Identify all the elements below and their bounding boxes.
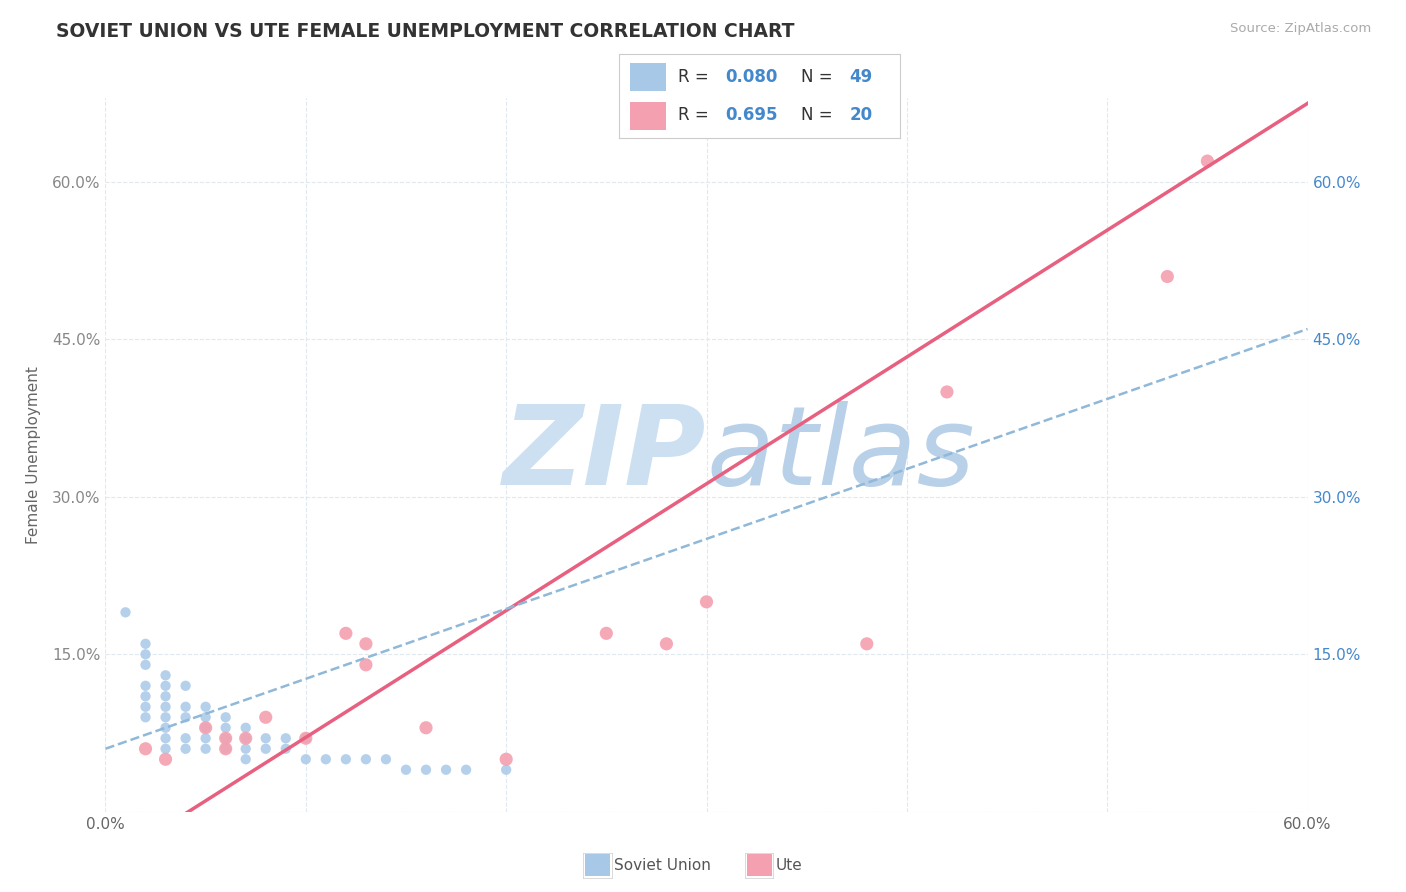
Point — [254, 731, 277, 746]
Text: 0.080: 0.080 — [725, 68, 778, 86]
Point — [696, 595, 718, 609]
Point — [194, 741, 217, 756]
Point — [135, 710, 157, 724]
Point — [135, 690, 157, 704]
Point — [174, 710, 197, 724]
Point — [415, 721, 437, 735]
Point — [135, 648, 157, 662]
Point — [235, 721, 257, 735]
Point — [135, 637, 157, 651]
Point — [214, 731, 236, 746]
Point — [1156, 269, 1178, 284]
Point — [655, 637, 678, 651]
Text: Soviet Union: Soviet Union — [614, 858, 711, 872]
Point — [936, 384, 959, 399]
Point — [155, 721, 177, 735]
Point — [274, 741, 297, 756]
Point — [235, 731, 257, 746]
Point — [155, 699, 177, 714]
Point — [315, 752, 337, 766]
Bar — [630, 102, 666, 130]
Point — [395, 763, 418, 777]
Point — [155, 752, 177, 766]
Point — [254, 741, 277, 756]
Point — [174, 731, 197, 746]
Point — [495, 763, 517, 777]
Point — [174, 679, 197, 693]
Point — [194, 699, 217, 714]
Point — [434, 763, 457, 777]
Point — [235, 731, 257, 746]
Point — [194, 721, 217, 735]
Point — [194, 731, 217, 746]
Point — [295, 731, 318, 746]
Point — [235, 752, 257, 766]
Text: 0.695: 0.695 — [725, 106, 778, 124]
Point — [155, 690, 177, 704]
Text: ZIP: ZIP — [503, 401, 707, 508]
Point — [274, 731, 297, 746]
Point — [135, 699, 157, 714]
Point — [135, 741, 157, 756]
Point — [415, 763, 437, 777]
Text: R =: R = — [678, 68, 714, 86]
Point — [235, 741, 257, 756]
Point — [135, 657, 157, 672]
Point — [354, 637, 377, 651]
Point — [194, 721, 217, 735]
Point — [155, 741, 177, 756]
Text: N =: N = — [801, 68, 838, 86]
Text: atlas: atlas — [707, 401, 976, 508]
Point — [335, 626, 357, 640]
Text: Source: ZipAtlas.com: Source: ZipAtlas.com — [1230, 22, 1371, 36]
Point — [335, 752, 357, 766]
Point — [174, 699, 197, 714]
Text: R =: R = — [678, 106, 714, 124]
Point — [214, 721, 236, 735]
Point — [214, 741, 236, 756]
Text: 49: 49 — [849, 68, 873, 86]
Text: SOVIET UNION VS UTE FEMALE UNEMPLOYMENT CORRELATION CHART: SOVIET UNION VS UTE FEMALE UNEMPLOYMENT … — [56, 22, 794, 41]
Point — [374, 752, 398, 766]
Point — [114, 605, 136, 619]
Point — [155, 731, 177, 746]
Y-axis label: Female Unemployment: Female Unemployment — [25, 366, 41, 544]
Text: N =: N = — [801, 106, 838, 124]
Point — [194, 710, 217, 724]
Point — [855, 637, 877, 651]
Point — [595, 626, 617, 640]
Point — [354, 752, 377, 766]
Point — [1197, 154, 1219, 169]
Point — [454, 763, 477, 777]
Point — [354, 657, 377, 672]
Point — [214, 741, 236, 756]
Point — [214, 710, 236, 724]
Point — [295, 752, 318, 766]
Point — [135, 679, 157, 693]
Point — [254, 710, 277, 724]
Point — [155, 668, 177, 682]
Text: Ute: Ute — [776, 858, 803, 872]
Point — [155, 710, 177, 724]
Text: 20: 20 — [849, 106, 872, 124]
Bar — [630, 62, 666, 91]
Point — [174, 741, 197, 756]
Point — [155, 679, 177, 693]
Point — [214, 731, 236, 746]
Point — [495, 752, 517, 766]
Point — [295, 731, 318, 746]
